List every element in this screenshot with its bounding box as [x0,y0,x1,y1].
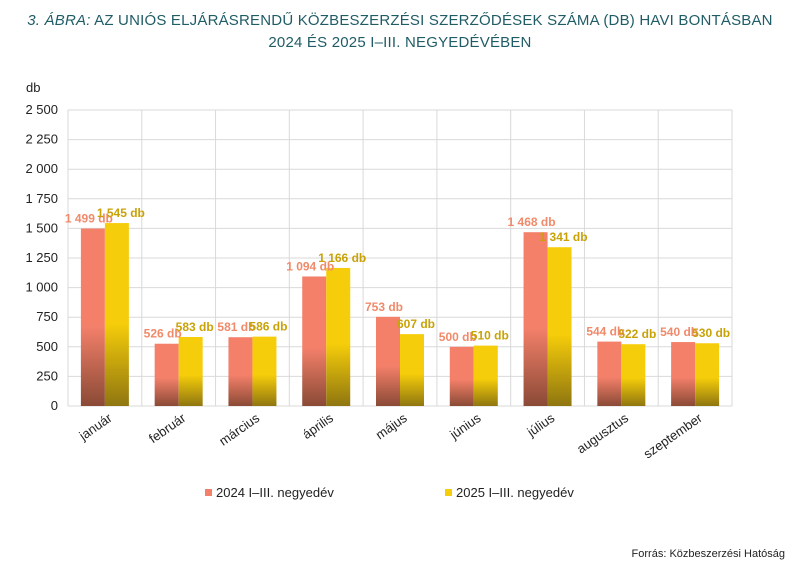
title-line-2: 2024 ÉS 2025 I–III. NEGYEDÉVÉBEN [268,34,532,51]
source-note: Forrás: Közbeszerzési Hatóság [631,548,785,560]
title-line-1: AZ UNIÓS ELJÁRÁSRENDŰ KÖZBESZERZÉSI SZER… [94,12,773,29]
data-label-2024: 753 db [365,300,403,314]
x-category-label: február [146,410,189,446]
legend-label-2025: 2025 I–III. negyedév [456,485,574,500]
bar-2025 [400,334,424,406]
bar-2025 [547,247,572,406]
bar-2025 [473,345,498,406]
bar-2024 [597,341,622,406]
data-label-2025: 583 db [176,320,214,334]
bar-2025 [104,223,129,406]
bar-2025 [326,267,351,406]
data-label-2025: 530 db [692,326,730,340]
y-tick-label: 750 [36,309,58,324]
x-category-label: augusztus [574,410,632,457]
y-tick-label: 1 750 [25,191,58,206]
data-label-2024: 1 499 db [65,212,113,226]
data-label-2025: 522 db [618,327,656,341]
legend-label-2024: 2024 I–III. negyedév [216,485,334,500]
data-label-2024: 581 db [217,320,255,334]
bar-2024 [523,232,548,406]
bar-2024 [671,342,696,406]
y-tick-label: 2 500 [25,102,58,117]
data-label-2024: 500 db [439,330,477,344]
x-category-label: január [76,410,116,444]
bar-2024 [449,346,474,406]
x-axis-categories: január február március április május június jú… [76,410,706,462]
bar-2024 [302,276,327,406]
x-category-label: március [216,410,262,449]
x-category-label: április [300,410,337,442]
data-label-2024: 1 468 db [508,215,556,229]
data-label-2024: 540 db [660,325,698,339]
data-label-2025: 1 341 db [540,230,588,244]
data-label-2025: 1 166 db [318,251,366,265]
y-tick-label: 0 [51,398,58,413]
x-category-label: július [524,410,558,440]
x-category-label: június [446,410,484,443]
chart-title: 3. ÁBRA: AZ UNIÓS ELJÁRÁSRENDŰ KÖZBESZER… [0,10,800,54]
data-label-2025: 607 db [397,317,435,331]
data-label-2024: 544 db [586,325,624,339]
bar-2024 [228,337,253,406]
y-tick-label: 1 000 [25,280,58,295]
y-tick-label: 1 500 [25,220,58,235]
bar-2024 [154,343,179,406]
y-axis-label: db [26,80,40,95]
bar-2025 [695,343,720,406]
y-tick-label: 2 000 [25,161,58,176]
legend-item-2024: 2024 I–III. negyedév [205,485,334,500]
y-axis-ticks: 0 250 500 750 1 000 1 250 1 500 1 750 2 000 2 250… [25,102,58,413]
x-category-label: május [373,410,410,442]
y-tick-label: 250 [36,368,58,383]
legend-swatch-2024 [205,489,212,496]
x-category-label: szeptember [641,410,706,462]
bar-2025 [621,344,646,406]
bar-2025 [252,336,277,406]
bars [80,223,720,406]
data-label-2025: 1 545 db [97,206,145,220]
data-label-2024: 1 094 db [286,259,334,273]
y-tick-label: 500 [36,339,58,354]
bar-2025 [178,336,203,406]
y-tick-label: 2 250 [25,132,58,147]
legend-swatch-2025 [445,489,452,496]
bar-2024 [376,316,400,406]
data-label-2024: 526 db [144,327,182,341]
legend-item-2025: 2025 I–III. negyedév [445,485,574,500]
figure-number: 3. ÁBRA: [27,12,91,29]
y-tick-label: 1 250 [25,250,58,265]
data-label-2025: 510 db [471,329,509,343]
bar-2024 [80,228,105,406]
data-label-2025: 586 db [249,320,287,334]
